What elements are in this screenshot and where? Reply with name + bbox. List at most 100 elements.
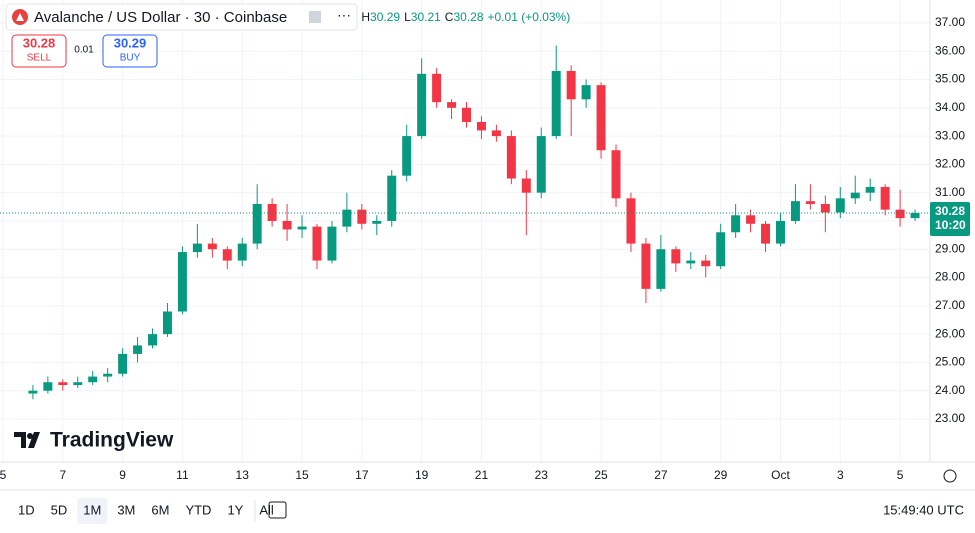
candle-body	[312, 226, 322, 261]
candle-body	[462, 107, 471, 122]
candle-body	[417, 73, 427, 137]
candle-body	[327, 226, 337, 261]
y-tick-label: 23.00	[935, 411, 965, 425]
x-tick-label: 21	[475, 468, 489, 482]
candle-body	[162, 311, 172, 335]
y-tick-label: 37.00	[935, 15, 965, 29]
range-button[interactable]: 5D	[51, 502, 68, 517]
candle-body	[447, 102, 457, 108]
more-icon[interactable]: ···	[337, 7, 351, 23]
date-range-icon[interactable]	[268, 501, 287, 519]
buy-button[interactable]	[102, 34, 158, 68]
candle-body	[192, 243, 202, 253]
buy-price: 30.29	[114, 35, 147, 50]
x-tick-label: Oct	[771, 468, 790, 482]
candle-body	[342, 209, 352, 227]
candle-body	[402, 136, 412, 176]
candle-body	[790, 201, 800, 221]
last-price-label: 30.28	[935, 204, 965, 218]
bar-countdown: 10:20	[935, 218, 966, 232]
candle-body	[118, 353, 128, 374]
last-price-tag	[930, 202, 970, 237]
candle-body	[761, 223, 771, 244]
candle-body	[895, 209, 905, 219]
range-button[interactable]: 1D	[18, 502, 35, 517]
candle-body	[581, 85, 591, 100]
candle-body	[506, 136, 516, 179]
range-button[interactable]: YTD	[185, 502, 211, 517]
y-tick-label: 27.00	[935, 298, 965, 312]
candle-body	[88, 376, 98, 383]
x-tick-label: 27	[654, 468, 668, 482]
sell-button[interactable]	[11, 34, 67, 68]
y-tick-label: 24.00	[935, 383, 965, 397]
legend-value: 30.28	[453, 10, 483, 24]
x-tick-label: 23	[535, 468, 549, 482]
candle-body	[536, 136, 546, 193]
title-box[interactable]	[5, 3, 358, 31]
clock: 15:49:40 UTC	[883, 502, 964, 517]
range-button[interactable]: 1Y	[227, 502, 243, 517]
range-button[interactable]: All	[259, 502, 274, 517]
legend-value: 30.29	[370, 10, 400, 24]
candle-body	[372, 220, 382, 224]
candle-body	[850, 192, 860, 199]
range-button[interactable]: 6M	[151, 502, 169, 517]
candle-body	[820, 203, 830, 213]
symbol-title: Avalanche / US Dollar · 30 · Coinbase	[34, 9, 287, 26]
y-tick-label: 25.00	[935, 355, 965, 369]
candle-body	[596, 85, 606, 151]
candles	[28, 45, 920, 400]
legend-key: C	[445, 10, 454, 24]
range-button[interactable]: 3M	[117, 502, 135, 517]
x-tick-label: 7	[59, 468, 66, 482]
candle-body	[865, 187, 875, 193]
x-tick-label: 13	[236, 468, 250, 482]
y-tick-label: 35.00	[935, 72, 965, 86]
candle-body	[686, 260, 696, 264]
range-toolbar: 1D 5D 1M 3M 6M YTD 1Y All	[18, 498, 274, 524]
candle-body	[387, 175, 397, 221]
x-tick-label: 15	[295, 468, 309, 482]
legend-change: +0.01 (+0.03%)	[488, 10, 571, 24]
candle-body	[282, 220, 292, 230]
y-tick-label: 31.00	[935, 185, 965, 199]
candle-body	[133, 345, 143, 354]
range-button[interactable]: 1M	[83, 502, 101, 517]
y-tick-label: 34.00	[935, 100, 965, 114]
range-active	[77, 498, 108, 524]
candle-body	[491, 130, 501, 137]
logo-mark	[14, 432, 40, 448]
candle-body	[716, 232, 726, 267]
candle-body	[671, 249, 681, 264]
candle-body	[731, 215, 741, 233]
sell-label: SELL	[27, 53, 52, 64]
legend-value: 30.21	[411, 10, 441, 24]
logo-dot	[27, 433, 33, 439]
x-tick-label: 3	[837, 468, 844, 482]
candle-body	[880, 187, 890, 210]
y-tick-label: 28.00	[935, 270, 965, 284]
sell-price: 30.28	[23, 35, 56, 50]
candle-body	[611, 150, 621, 199]
settings-icon[interactable]	[943, 469, 957, 483]
candle-body	[207, 243, 217, 250]
candle-body	[267, 203, 277, 221]
candle-body	[476, 121, 486, 131]
legend-key: H	[361, 10, 370, 24]
flag-icon[interactable]	[309, 11, 321, 23]
candle-body	[28, 390, 38, 394]
candle-body	[521, 178, 531, 193]
grid	[0, 0, 930, 462]
candle-body	[775, 220, 785, 244]
candle-body	[626, 198, 636, 244]
candle-body	[701, 260, 711, 267]
y-tick-label: 29.00	[935, 241, 965, 255]
candle-body	[237, 243, 247, 261]
x-tick-label: 19	[415, 468, 429, 482]
x-tick-label: 9	[119, 468, 126, 482]
buy-label: BUY	[120, 53, 141, 64]
x-tick-label: 11	[176, 468, 189, 482]
